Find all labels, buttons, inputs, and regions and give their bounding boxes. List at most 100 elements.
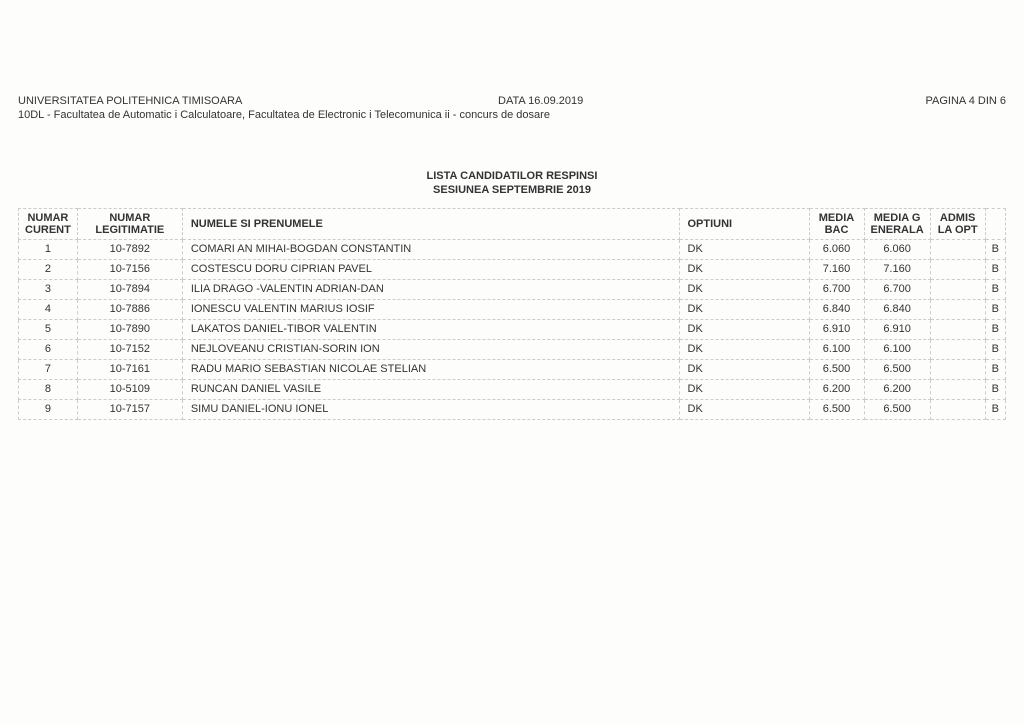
cell-admis xyxy=(930,339,985,359)
header-page: PAGINA 4 DIN 6 xyxy=(846,95,1006,107)
cell-media-gen: 6.500 xyxy=(864,399,930,419)
cell-nume: SIMU DANIEL-IONU IONEL xyxy=(182,399,679,419)
cell-admis xyxy=(930,259,985,279)
table-row: 110-7892COMARI AN MIHAI-BOGDAN CONSTANTI… xyxy=(19,239,1006,259)
table-row: 510-7890LAKATOS DANIEL-TIBOR VALENTINDK6… xyxy=(19,319,1006,339)
cell-last: B xyxy=(985,399,1005,419)
cell-numar-curent: 8 xyxy=(19,379,78,399)
cell-nume: RUNCAN DANIEL VASILE xyxy=(182,379,679,399)
col-media-gen: MEDIA G ENERALA xyxy=(864,208,930,239)
cell-numar-legit: 10-7890 xyxy=(77,319,182,339)
document-title-block: LISTA CANDIDATILOR RESPINSI SESIUNEA SEP… xyxy=(18,169,1006,198)
cell-admis xyxy=(930,299,985,319)
candidates-table: NUMAR CURENT NUMAR LEGITIMATIE NUMELE SI… xyxy=(18,208,1006,420)
cell-last: B xyxy=(985,239,1005,259)
cell-numar-legit: 10-7156 xyxy=(77,259,182,279)
cell-numar-legit: 10-7894 xyxy=(77,279,182,299)
cell-numar-curent: 7 xyxy=(19,359,78,379)
table-row: 310-7894ILIA DRAGO -VALENTIN ADRIAN-DAND… xyxy=(19,279,1006,299)
col-nume: NUMELE SI PRENUMELE xyxy=(182,208,679,239)
col-optiuni: OPTIUNI xyxy=(679,208,809,239)
cell-admis xyxy=(930,279,985,299)
title-line-2: SESIUNEA SEPTEMBRIE 2019 xyxy=(18,183,1006,197)
col-numar-curent: NUMAR CURENT xyxy=(19,208,78,239)
header-date: DATA 16.09.2019 xyxy=(498,95,846,107)
cell-media-bac: 6.200 xyxy=(809,379,864,399)
cell-admis xyxy=(930,379,985,399)
cell-optiuni: DK xyxy=(679,279,809,299)
table-header-row: NUMAR CURENT NUMAR LEGITIMATIE NUMELE SI… xyxy=(19,208,1006,239)
cell-numar-legit: 10-7152 xyxy=(77,339,182,359)
title-line-1: LISTA CANDIDATILOR RESPINSI xyxy=(18,169,1006,183)
cell-nume: ILIA DRAGO -VALENTIN ADRIAN-DAN xyxy=(182,279,679,299)
cell-admis xyxy=(930,359,985,379)
cell-last: B xyxy=(985,319,1005,339)
cell-nume: LAKATOS DANIEL-TIBOR VALENTIN xyxy=(182,319,679,339)
document-page: UNIVERSITATEA POLITEHNICA TIMISOARA DATA… xyxy=(0,0,1024,420)
table-row: 610-7152NEJLOVEANU CRISTIAN-SORIN IONDK6… xyxy=(19,339,1006,359)
cell-nume: NEJLOVEANU CRISTIAN-SORIN ION xyxy=(182,339,679,359)
cell-admis xyxy=(930,239,985,259)
cell-numar-curent: 4 xyxy=(19,299,78,319)
cell-media-bac: 7.160 xyxy=(809,259,864,279)
cell-last: B xyxy=(985,379,1005,399)
cell-optiuni: DK xyxy=(679,319,809,339)
table-row: 910-7157SIMU DANIEL-IONU IONELDK6.5006.5… xyxy=(19,399,1006,419)
cell-media-bac: 6.700 xyxy=(809,279,864,299)
header-faculty-line: 10DL - Facultatea de Automatic i Calcula… xyxy=(18,109,1006,121)
cell-media-gen: 6.500 xyxy=(864,359,930,379)
col-numar-legit: NUMAR LEGITIMATIE xyxy=(77,208,182,239)
cell-last: B xyxy=(985,339,1005,359)
cell-numar-legit: 10-7886 xyxy=(77,299,182,319)
cell-optiuni: DK xyxy=(679,379,809,399)
cell-last: B xyxy=(985,299,1005,319)
cell-optiuni: DK xyxy=(679,259,809,279)
cell-optiuni: DK xyxy=(679,339,809,359)
header-row: UNIVERSITATEA POLITEHNICA TIMISOARA DATA… xyxy=(18,95,1006,107)
cell-media-bac: 6.910 xyxy=(809,319,864,339)
cell-numar-curent: 1 xyxy=(19,239,78,259)
cell-numar-curent: 2 xyxy=(19,259,78,279)
table-row: 710-7161RADU MARIO SEBASTIAN NICOLAE STE… xyxy=(19,359,1006,379)
cell-media-bac: 6.840 xyxy=(809,299,864,319)
cell-media-bac: 6.500 xyxy=(809,359,864,379)
cell-numar-curent: 3 xyxy=(19,279,78,299)
cell-optiuni: DK xyxy=(679,359,809,379)
table-row: 410-7886IONESCU VALENTIN MARIUS IOSIFDK6… xyxy=(19,299,1006,319)
table-row: 810-5109RUNCAN DANIEL VASILEDK6.2006.200… xyxy=(19,379,1006,399)
cell-numar-legit: 10-7157 xyxy=(77,399,182,419)
cell-numar-curent: 5 xyxy=(19,319,78,339)
cell-media-gen: 6.200 xyxy=(864,379,930,399)
cell-nume: RADU MARIO SEBASTIAN NICOLAE STELIAN xyxy=(182,359,679,379)
cell-admis xyxy=(930,399,985,419)
cell-nume: COMARI AN MIHAI-BOGDAN CONSTANTIN xyxy=(182,239,679,259)
col-admis: ADMIS LA OPT xyxy=(930,208,985,239)
cell-optiuni: DK xyxy=(679,299,809,319)
cell-media-gen: 6.060 xyxy=(864,239,930,259)
cell-numar-legit: 10-7892 xyxy=(77,239,182,259)
cell-media-gen: 6.840 xyxy=(864,299,930,319)
cell-numar-legit: 10-5109 xyxy=(77,379,182,399)
cell-media-gen: 6.910 xyxy=(864,319,930,339)
cell-last: B xyxy=(985,279,1005,299)
cell-optiuni: DK xyxy=(679,239,809,259)
cell-last: B xyxy=(985,259,1005,279)
table-row: 210-7156COSTESCU DORU CIPRIAN PAVELDK7.1… xyxy=(19,259,1006,279)
cell-last: B xyxy=(985,359,1005,379)
cell-numar-curent: 9 xyxy=(19,399,78,419)
cell-admis xyxy=(930,319,985,339)
cell-numar-legit: 10-7161 xyxy=(77,359,182,379)
cell-nume: COSTESCU DORU CIPRIAN PAVEL xyxy=(182,259,679,279)
cell-nume: IONESCU VALENTIN MARIUS IOSIF xyxy=(182,299,679,319)
table-body: 110-7892COMARI AN MIHAI-BOGDAN CONSTANTI… xyxy=(19,239,1006,419)
cell-media-gen: 6.100 xyxy=(864,339,930,359)
cell-optiuni: DK xyxy=(679,399,809,419)
cell-media-bac: 6.500 xyxy=(809,399,864,419)
header-university: UNIVERSITATEA POLITEHNICA TIMISOARA xyxy=(18,95,498,107)
cell-media-bac: 6.100 xyxy=(809,339,864,359)
cell-numar-curent: 6 xyxy=(19,339,78,359)
col-last xyxy=(985,208,1005,239)
cell-media-gen: 7.160 xyxy=(864,259,930,279)
col-media-bac: MEDIA BAC xyxy=(809,208,864,239)
cell-media-gen: 6.700 xyxy=(864,279,930,299)
